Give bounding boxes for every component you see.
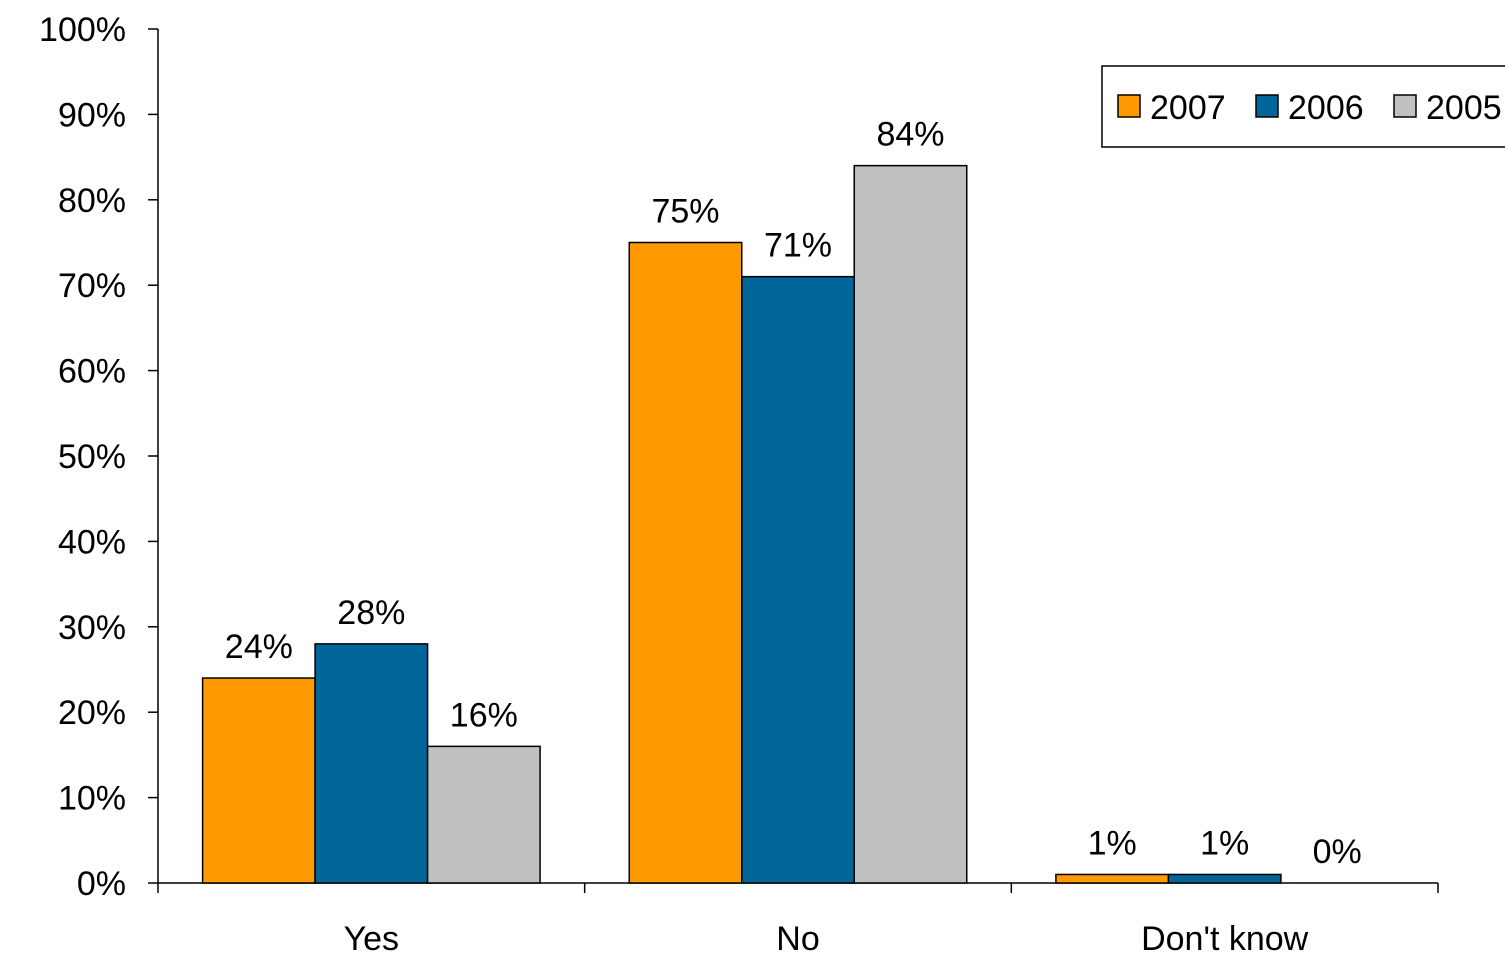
x-axis: Yes No Don't know bbox=[157, 882, 1439, 955]
legend-label-2006: 2006 bbox=[1288, 89, 1364, 127]
legend-swatch-2006 bbox=[1255, 94, 1279, 118]
legend-label-2005: 2005 bbox=[1426, 89, 1502, 127]
bar-2007-2 bbox=[1055, 873, 1170, 884]
y-tick-label: 50% bbox=[58, 438, 126, 476]
legend: 2007 2006 2005 bbox=[1101, 65, 1505, 148]
bar-2006-0 bbox=[314, 643, 429, 884]
data-label: 28% bbox=[337, 594, 405, 632]
y-tick-label: 100% bbox=[39, 11, 126, 49]
data-label: 24% bbox=[225, 628, 293, 666]
bar-2005-1 bbox=[853, 164, 968, 884]
y-tick-label: 30% bbox=[58, 609, 126, 647]
y-tick-label: 10% bbox=[58, 780, 126, 818]
bars bbox=[201, 164, 1282, 884]
data-label: 84% bbox=[876, 116, 944, 154]
legend-swatch-2005 bbox=[1393, 94, 1417, 118]
y-tick-label: 20% bbox=[58, 694, 126, 732]
legend-box bbox=[1101, 65, 1505, 148]
x-category-label: Don't know bbox=[1141, 920, 1309, 955]
y-tick-label: 60% bbox=[58, 353, 126, 391]
y-axis: 0% 10% 20% 30% 40% 50% 60% 70% 80% 90% 100% bbox=[39, 11, 159, 903]
data-label: 1% bbox=[1088, 824, 1137, 862]
bar-2006-2 bbox=[1167, 873, 1282, 884]
x-category-label: Yes bbox=[344, 920, 399, 955]
data-label: 16% bbox=[450, 696, 518, 734]
data-label: 0% bbox=[1313, 833, 1362, 871]
bar-2006-1 bbox=[741, 275, 855, 884]
legend-label-2007: 2007 bbox=[1150, 89, 1226, 127]
y-tick-label: 90% bbox=[58, 96, 126, 134]
data-labels: 24% 28% 16% 75% 71% 84% 1% 1% 0% bbox=[225, 116, 1362, 871]
data-label: 75% bbox=[651, 193, 719, 231]
data-label: 1% bbox=[1200, 824, 1249, 862]
y-tick-label: 0% bbox=[77, 865, 126, 903]
y-tick-label: 70% bbox=[58, 267, 126, 305]
bar-2005-0 bbox=[426, 745, 541, 884]
bar-2007-1 bbox=[628, 241, 743, 884]
x-category-label: No bbox=[776, 920, 819, 955]
legend-swatch-2007 bbox=[1117, 94, 1141, 118]
y-tick-label: 80% bbox=[58, 182, 126, 220]
y-tick-label: 40% bbox=[58, 523, 126, 561]
data-label: 71% bbox=[764, 227, 832, 265]
bar-2007-0 bbox=[201, 677, 316, 884]
